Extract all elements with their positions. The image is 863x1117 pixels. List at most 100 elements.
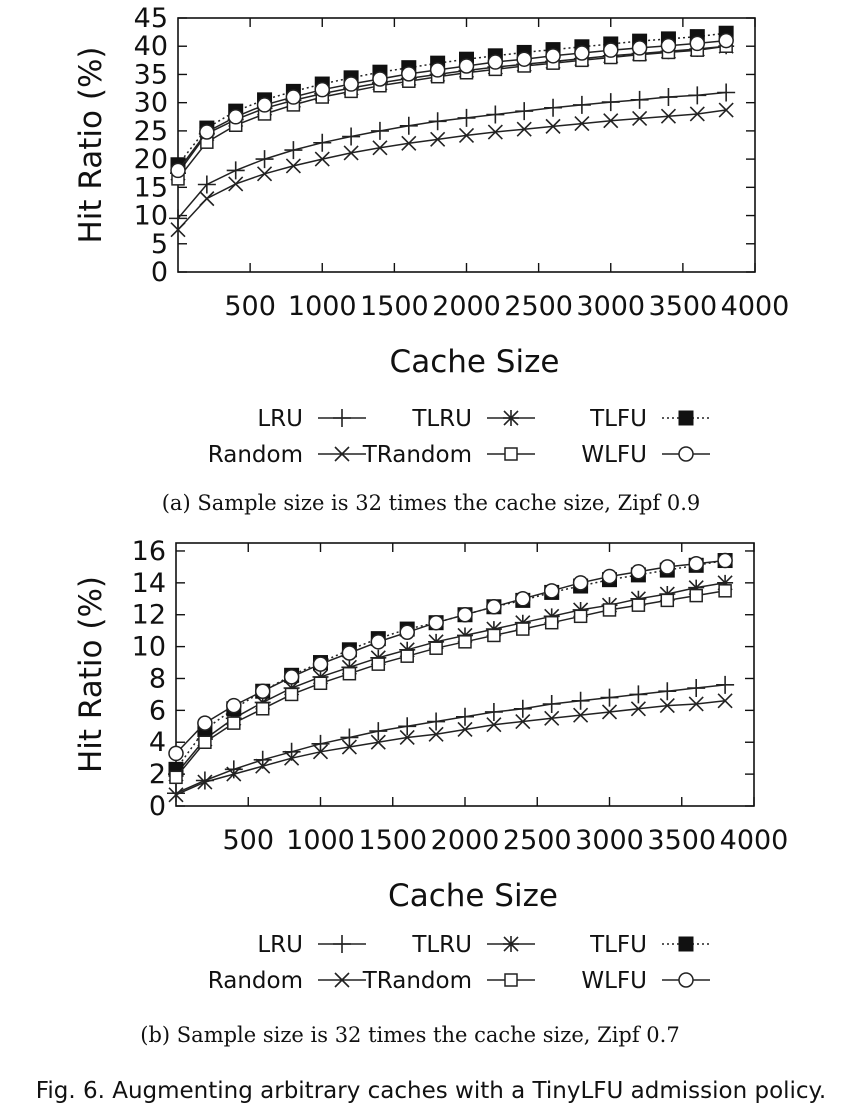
y-tick-label: 35 <box>134 59 168 90</box>
data-point-wlfu <box>543 583 560 599</box>
legend-label-trandom: TRandom <box>362 442 472 468</box>
data-point-lru <box>601 93 620 112</box>
y-tick-label: 4 <box>149 727 166 758</box>
x-tick-label: 3500 <box>649 291 718 322</box>
y-tick-label: 40 <box>134 31 168 62</box>
data-point-random <box>603 113 619 129</box>
data-point-tlru <box>717 574 734 591</box>
data-point-random <box>457 721 473 738</box>
x-tick-label: 2500 <box>503 825 572 856</box>
data-point-lru <box>659 88 678 107</box>
data-point-wlfu <box>516 51 532 67</box>
x-tick-label: 500 <box>222 825 274 856</box>
data-point-lru <box>600 688 619 707</box>
series-tlru <box>168 574 734 783</box>
data-point-random <box>312 744 329 760</box>
y-tick-label: 8 <box>149 663 166 694</box>
legend-swatch-marker-lru <box>333 935 351 953</box>
data-point-random <box>689 106 705 122</box>
y-tick-label: 25 <box>134 116 168 147</box>
legend-swatch-marker-tlru <box>503 936 519 952</box>
legend-swatch-marker-random <box>334 446 350 462</box>
data-point-wlfu <box>487 54 504 70</box>
series-line-lru <box>175 684 726 794</box>
x-tick-label: 1000 <box>288 291 357 322</box>
data-point-lru <box>428 112 447 131</box>
data-point-lru <box>687 679 706 698</box>
y-tick-label: 16 <box>132 536 166 567</box>
data-point-trandom <box>429 641 443 655</box>
data-point-random <box>632 110 648 127</box>
data-point-random <box>228 176 244 192</box>
data-point-trandom <box>487 628 501 643</box>
legend-label-trandom: TRandom <box>362 968 472 994</box>
data-point-lru <box>486 105 505 124</box>
data-point-random <box>717 693 733 709</box>
data-point-wlfu <box>285 89 302 105</box>
data-point-wlfu <box>660 37 677 54</box>
data-point-lru <box>313 133 332 152</box>
data-point-lru <box>658 682 677 701</box>
data-point-random <box>256 166 273 182</box>
data-point-random <box>486 717 502 733</box>
data-point-trandom <box>169 770 183 785</box>
data-point-lru <box>284 141 303 160</box>
series-trandom <box>169 584 732 785</box>
data-point-random <box>660 108 677 124</box>
x-tick-label: 1000 <box>286 825 355 856</box>
data-point-lru <box>571 691 590 710</box>
series-line-tlfu <box>175 559 726 770</box>
data-point-wlfu <box>601 568 618 585</box>
legend-label-wlfu: WLFU <box>581 968 647 994</box>
legend-label-wlfu: WLFU <box>581 442 647 468</box>
series-line-random <box>177 109 727 231</box>
x-tick-label: 1500 <box>358 825 427 856</box>
series-lru <box>169 83 736 228</box>
x-axis-title: Cache Size <box>390 344 560 380</box>
data-point-wlfu <box>718 32 734 49</box>
data-point-wlfu <box>689 35 706 52</box>
data-point-trandom <box>602 603 617 617</box>
data-point-random <box>226 766 242 782</box>
data-point-random <box>168 787 184 803</box>
legend-swatch-marker-lru <box>333 409 351 427</box>
data-point-lru <box>369 722 388 741</box>
legend-swatch-marker-trandom <box>504 447 518 461</box>
data-point-random <box>458 127 475 143</box>
legend-label-lru: LRU <box>257 932 303 958</box>
data-point-wlfu <box>717 552 733 569</box>
data-point-lru <box>542 694 561 713</box>
legend-swatch-marker-random <box>334 972 350 988</box>
data-point-wlfu <box>659 559 676 575</box>
series-lru <box>167 675 735 803</box>
legend-a: LRU TLRU TLFU Random TRandom WLFU <box>208 406 710 468</box>
data-point-trandom <box>313 676 328 691</box>
legend-label-tlru: TLRU <box>411 406 472 432</box>
data-point-wlfu <box>256 97 273 113</box>
data-point-wlfu <box>545 48 561 64</box>
data-point-wlfu <box>341 645 358 661</box>
data-point-trandom <box>342 666 357 681</box>
data-point-wlfu <box>457 606 473 623</box>
data-point-lru <box>169 209 187 228</box>
data-point-random <box>401 135 417 151</box>
data-point-lru <box>515 102 534 121</box>
data-point-trandom <box>573 609 588 624</box>
data-point-wlfu <box>603 42 619 58</box>
data-point-trandom <box>544 615 559 630</box>
data-point-wlfu <box>170 162 186 179</box>
data-point-lru <box>255 150 274 169</box>
data-point-wlfu <box>226 697 242 714</box>
data-point-trandom <box>660 593 675 608</box>
data-point-lru <box>197 175 216 194</box>
data-point-lru <box>224 760 243 779</box>
data-point-wlfu <box>458 58 475 74</box>
legend-label-tlru: TLRU <box>411 932 472 958</box>
data-point-random <box>630 701 646 717</box>
data-point-random <box>487 124 503 140</box>
data-point-wlfu <box>227 109 244 125</box>
y-axis-title: Hit Ratio (%) <box>73 576 109 773</box>
data-point-lru <box>572 95 591 114</box>
